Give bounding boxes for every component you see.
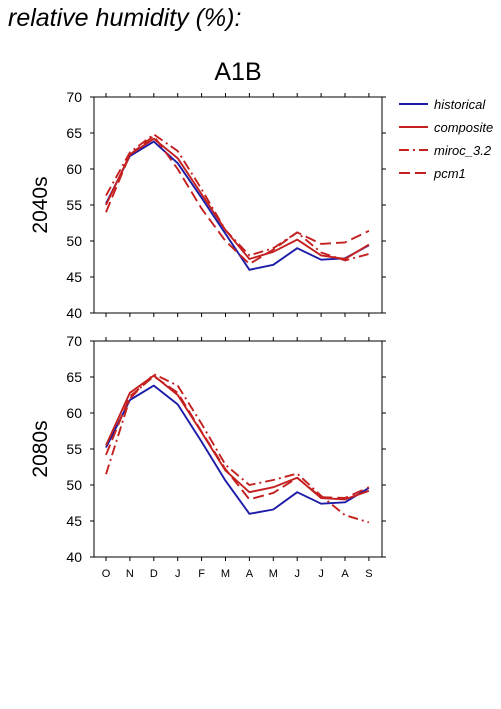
y-tick-label: 45: [66, 513, 82, 529]
y-tick-label: 70: [66, 89, 82, 105]
series-line-pcm1-2080s: [105, 375, 370, 501]
y-tick-label: 40: [66, 549, 82, 565]
x-tick-label: A: [246, 568, 254, 580]
x-tick-label: F: [198, 568, 205, 580]
chart-title: A1B: [214, 58, 261, 86]
y-tick-label: 65: [66, 125, 82, 141]
x-tick-label: M: [269, 568, 278, 580]
series-line-composite-2080s: [105, 374, 370, 501]
y-tick-label: 70: [66, 333, 82, 349]
y-tick-label: 55: [66, 441, 82, 457]
y-tick-label: 60: [66, 161, 82, 177]
panel-frame-2040s: [93, 96, 383, 314]
x-tick-label: M: [221, 568, 230, 580]
y-tick-label: 65: [66, 369, 82, 385]
x-tick-label: A: [341, 568, 349, 580]
panel-label-2040s: 2040s: [29, 176, 52, 233]
y-tick-label: 50: [66, 233, 82, 249]
series-line-composite-2040s: [105, 137, 370, 260]
x-tick-label: N: [126, 568, 134, 580]
y-tick-label: 40: [66, 305, 82, 321]
x-tick-label: J: [318, 568, 324, 580]
x-tick-label: O: [102, 568, 111, 580]
x-tick-label: S: [365, 568, 372, 580]
y-tick-label: 55: [66, 197, 82, 213]
y-tick-label: 45: [66, 269, 82, 285]
legend-label-historical: historical: [434, 97, 486, 112]
series-line-miroc-3-2-2040s: [105, 133, 370, 262]
series-line-historical-2040s: [105, 140, 370, 271]
legend-label-pcm1: pcm1: [433, 166, 466, 181]
y-tick-label: 50: [66, 477, 82, 493]
series-line-miroc-3-2-2080s: [105, 373, 370, 524]
x-tick-label: J: [175, 568, 181, 580]
panel-label-2080s: 2080s: [29, 420, 52, 477]
y-tick-label: 60: [66, 405, 82, 421]
series-line-pcm1-2040s: [105, 134, 370, 265]
page-title: relative humidity (%):: [8, 4, 242, 32]
legend-label-composite: composite: [434, 120, 493, 135]
panel-frame-2080s: [93, 340, 383, 558]
legend-label-miroc-3-2: miroc_3.2: [434, 143, 492, 158]
x-tick-label: D: [150, 568, 158, 580]
series-line-historical-2080s: [105, 384, 370, 515]
x-tick-label: J: [294, 568, 300, 580]
